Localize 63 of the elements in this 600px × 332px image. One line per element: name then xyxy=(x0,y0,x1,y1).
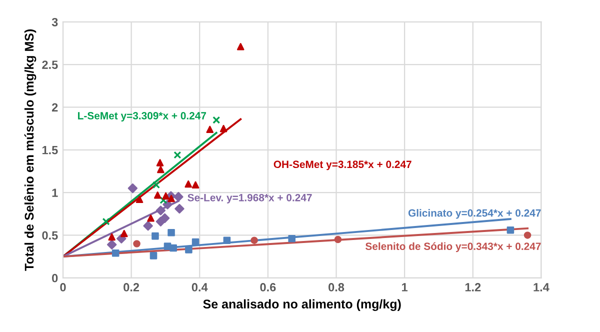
series-label: Selenito de Sódio y=0.343*x + 0.247 xyxy=(365,242,541,252)
x-tick-label: 0.8 xyxy=(328,283,344,292)
point xyxy=(236,43,244,50)
point xyxy=(156,206,166,216)
point xyxy=(150,252,158,260)
series-label: Se-Lev. y=1.968*x + 0.247 xyxy=(188,194,312,204)
point xyxy=(192,238,200,246)
point xyxy=(156,159,164,166)
point xyxy=(112,250,120,257)
x-tick-label: 0.6 xyxy=(260,283,276,292)
y-axis-title: Total de Selênio em músculo (mg/kg MS) xyxy=(24,29,36,271)
x-tick-label: 0.2 xyxy=(124,283,140,292)
point xyxy=(108,233,116,241)
series-label: Glicinato y=0.254*x + 0.247 xyxy=(408,209,541,219)
x-tick-label: 0.4 xyxy=(192,283,208,292)
point xyxy=(154,191,162,199)
text: OH-SeMet y=3.185*x + 0.247 xyxy=(274,160,412,170)
y-tick-label: 1 xyxy=(52,188,58,197)
point xyxy=(206,126,214,134)
point xyxy=(184,180,192,188)
point xyxy=(120,230,128,238)
point xyxy=(128,183,138,194)
point xyxy=(174,151,182,159)
point xyxy=(162,200,172,210)
point xyxy=(524,232,532,239)
y-tick-label: 2 xyxy=(52,103,58,112)
x-axis-title: Se analisado no alimento (mg/kg) xyxy=(203,299,401,312)
point xyxy=(174,192,184,202)
point xyxy=(152,181,160,189)
point xyxy=(157,166,164,174)
x-tick-label: 1 xyxy=(402,283,408,292)
point xyxy=(212,116,220,124)
point xyxy=(192,181,200,189)
point xyxy=(162,192,170,200)
point xyxy=(136,196,144,204)
point xyxy=(106,240,117,250)
point xyxy=(156,216,166,226)
y-tick-label: 1.5 xyxy=(42,146,58,154)
point xyxy=(168,194,175,202)
point xyxy=(147,214,154,222)
point xyxy=(143,220,153,231)
point xyxy=(185,246,192,254)
point xyxy=(223,236,231,244)
x-tick-label: 0 xyxy=(60,283,66,292)
point xyxy=(288,234,296,242)
y-tick-label: 3 xyxy=(52,18,58,26)
point xyxy=(152,232,159,240)
x-tick-label: 1.4 xyxy=(534,283,550,292)
series-label: L-SeMet y=3.309*x + 0.247 xyxy=(78,112,206,122)
y-tick-label: 2.5 xyxy=(42,60,58,69)
point xyxy=(160,196,168,204)
point xyxy=(133,240,140,248)
point xyxy=(174,204,184,214)
point xyxy=(506,226,514,234)
point xyxy=(334,236,342,244)
y-tick-label: 0.5 xyxy=(42,231,58,240)
point xyxy=(250,236,258,244)
point xyxy=(220,124,228,132)
point xyxy=(168,229,175,236)
point xyxy=(102,218,110,226)
x-tick-label: 1.2 xyxy=(465,283,481,292)
point xyxy=(170,244,177,252)
y-tick-label: 0 xyxy=(52,274,58,282)
